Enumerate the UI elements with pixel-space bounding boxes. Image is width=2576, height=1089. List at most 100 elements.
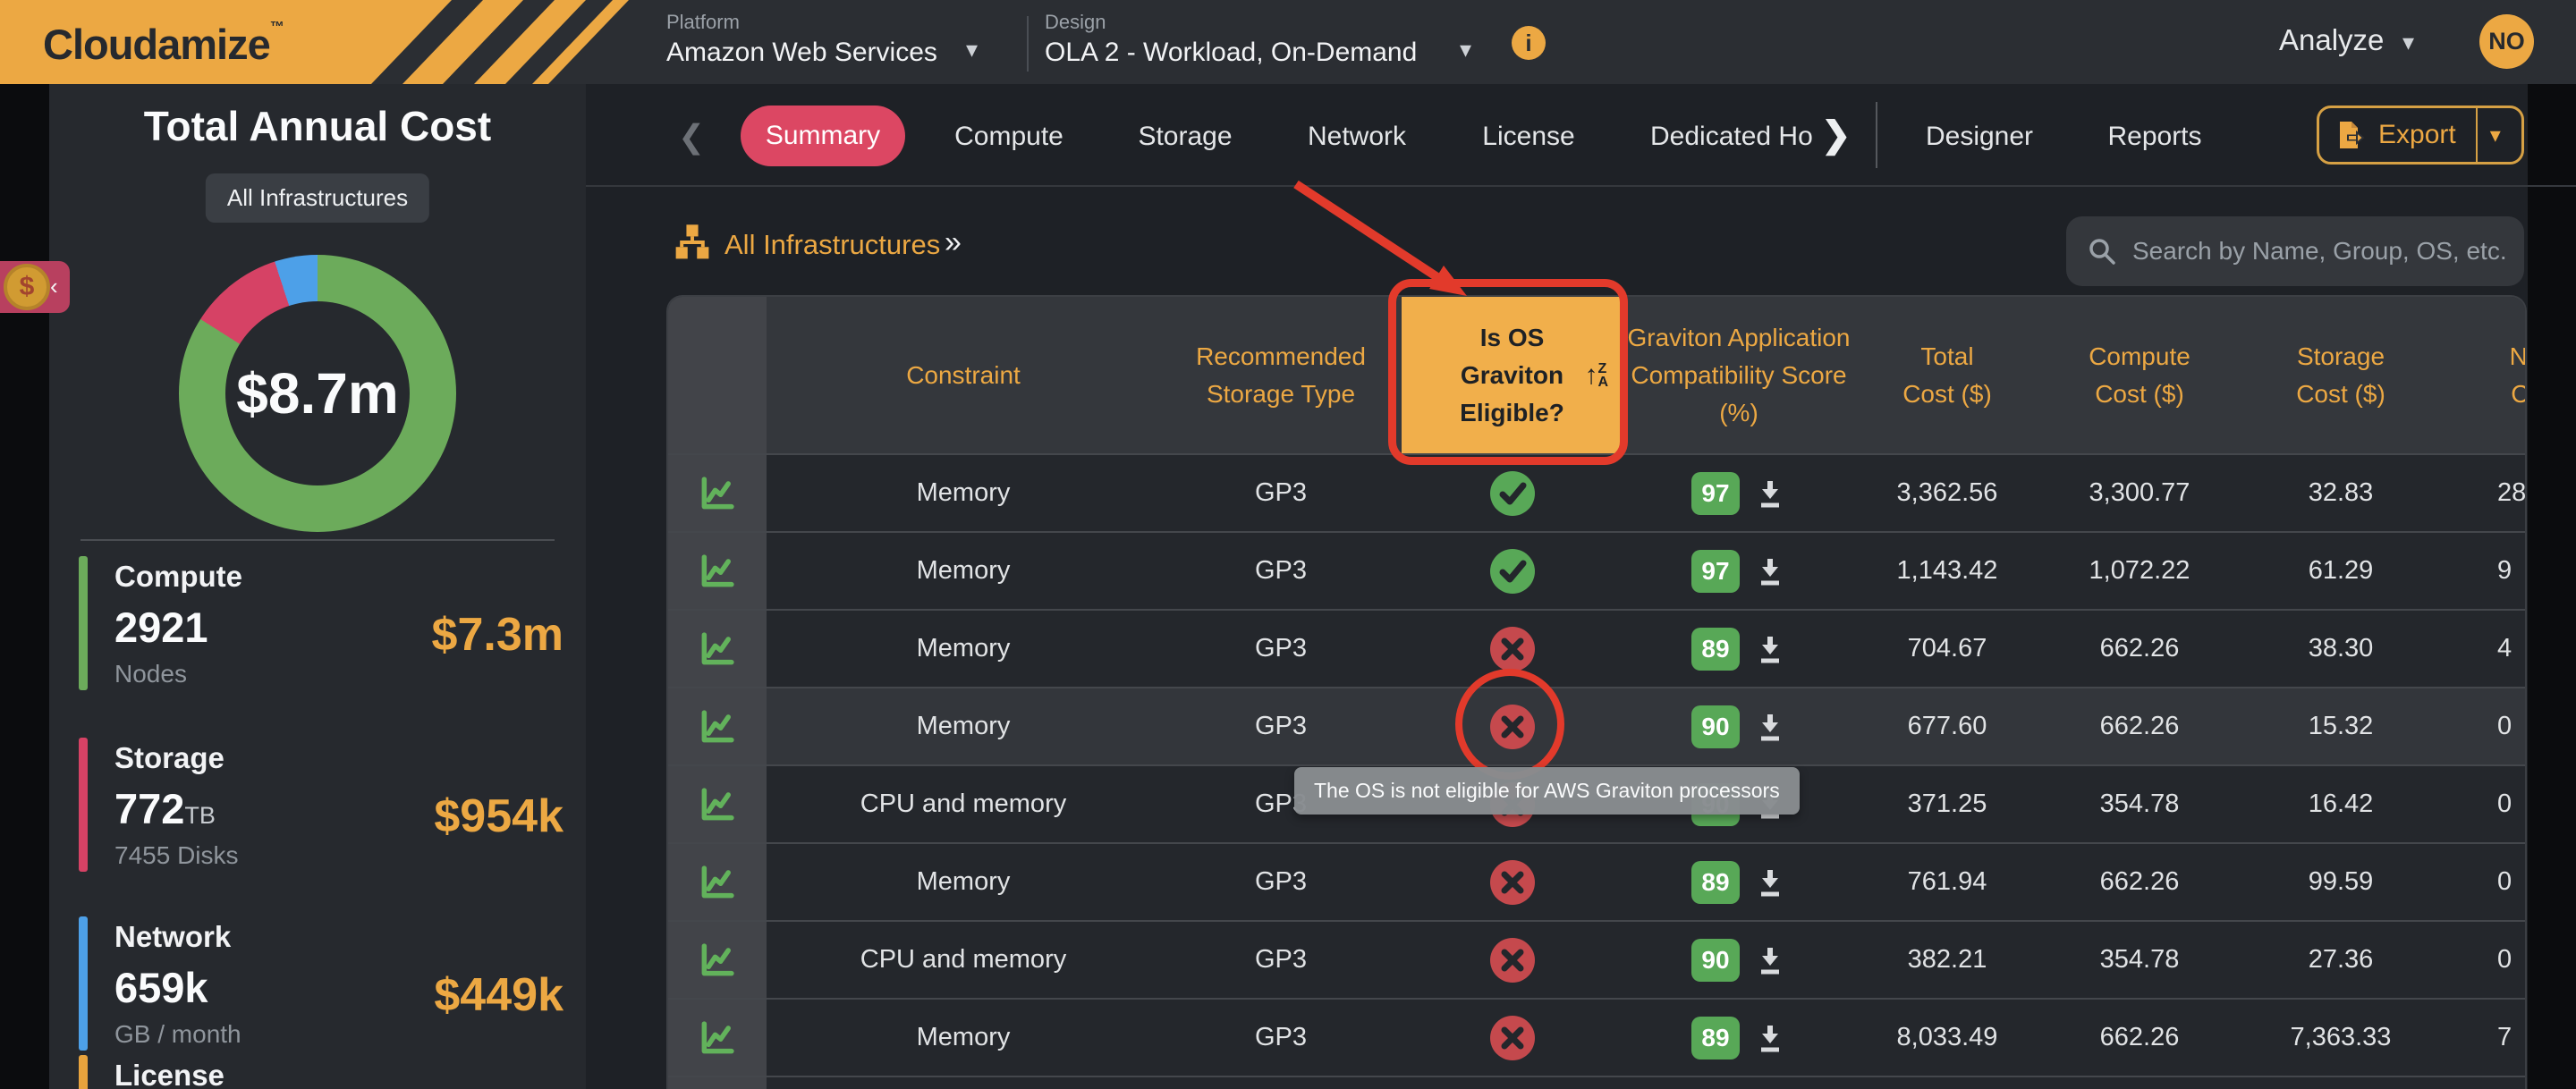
tab-network[interactable]: Network [1307,122,1407,151]
network-value: 659k [114,964,208,1011]
cell-total_cost: 8,033.49 [1858,1000,2037,1076]
download-icon[interactable] [1754,477,1786,510]
download-icon[interactable] [1754,711,1786,743]
design-selector[interactable]: Design OLA 2 - Workload, On-Demand [1045,11,1417,68]
tab-reports[interactable]: Reports [2107,122,2202,151]
score-group: 90 [1691,938,1786,982]
cell-score: 89 [1623,611,1855,687]
tab-compute[interactable]: Compute [954,122,1063,151]
avatar[interactable]: NO [2479,14,2534,69]
cloudamize-logo: Cloudamize™ [0,0,629,84]
cell-score: 90 [1623,688,1855,764]
cell-text-storage_type: GP3 [1254,867,1308,896]
column-header-storage_type[interactable]: Recommended Storage Type [1160,297,1402,453]
cell-network_cost: 0 [2439,688,2525,764]
license-color-bar [79,1055,88,1089]
scope-badge: All Infrastructures [205,173,430,223]
column-header-eligible[interactable]: Is OS Graviton Eligible? ↑ Z A [1402,297,1623,453]
row-chart-icon[interactable] [668,533,767,609]
cell-text-storage_cost: 61.29 [2308,556,2374,585]
column-header-storage_cost[interactable]: Storage Cost ($) [2242,297,2439,453]
cell-total_cost: 382.21 [1858,922,2037,998]
column-header-score[interactable]: Graviton Application Compatibility Score… [1623,297,1855,453]
graviton-eligible-check-icon[interactable] [1402,455,1623,531]
analyze-menu[interactable]: Analyze [2279,23,2385,56]
tab-license[interactable]: License [1482,122,1575,151]
network-subtitle: GB / month [114,1020,242,1048]
cell-storage_cost: 32.83 [2242,455,2439,531]
cell-text-constraint: Memory [916,712,1011,740]
left-gutter [0,84,49,1089]
row-chart-icon[interactable] [668,688,767,764]
graviton-not-eligible-x-icon[interactable] [1402,844,1623,920]
row-chart-icon[interactable] [668,611,767,687]
storage-color-bar [79,738,88,872]
donut-center-value: $8.7m [236,361,399,426]
cell-text-total_cost: 8,033.49 [1896,1023,1998,1051]
graviton-eligible-check-icon[interactable] [1402,533,1623,609]
column-header-compute_cost[interactable]: Compute Cost ($) [2037,297,2242,453]
design-caret-icon[interactable]: ▾ [1460,36,1472,63]
download-icon[interactable] [1754,555,1786,587]
column-header-icon[interactable] [668,297,767,453]
compute-color-bar [79,556,88,690]
cell-constraint: Memory [767,533,1160,609]
analyze-caret-icon[interactable]: ▾ [2402,29,2415,55]
row-chart-icon[interactable] [668,455,767,531]
cell-text-compute_cost: 3,300.77 [2089,478,2190,507]
row-chart-icon[interactable] [668,766,767,842]
cell-text-network_cost: 0 [2497,867,2512,896]
sidebar-section-license: License [49,1055,586,1089]
column-header-label: Storage Cost ($) [2296,342,2385,408]
column-header-constraint[interactable]: Constraint [767,297,1160,453]
license-name: License [114,1059,225,1089]
collapse-chevron-icon: ‹ [50,273,58,300]
column-header-total_cost[interactable]: Total Cost ($) [1858,297,2037,453]
column-header-network_cost[interactable]: Network Cost ($) [2439,297,2525,453]
export-button[interactable]: Export ▾ [2317,106,2524,165]
tab-dedicated-hosts[interactable]: Dedicated Ho [1650,122,1813,151]
download-icon[interactable] [1754,866,1786,899]
breadcrumb-expand-icon[interactable]: » [945,225,962,259]
graviton-not-eligible-x-icon[interactable] [1402,1000,1623,1076]
cell-storage_type: GP3 [1160,455,1402,531]
graviton-not-eligible-x-icon[interactable] [1402,922,1623,998]
download-icon[interactable] [1754,944,1786,976]
row-chart-icon[interactable] [668,922,767,998]
tabs-scroll-forward-icon[interactable]: ❯ [1821,115,1852,155]
cell-text-constraint: Memory [916,634,1011,663]
score-badge: 89 [1691,1016,1740,1059]
tabs-scroll-back-icon[interactable]: ❮ [678,118,706,155]
compute-subtitle: Nodes [114,660,187,688]
row-chart-icon[interactable] [668,844,767,920]
graviton-not-eligible-x-icon[interactable] [1402,688,1623,764]
platform-selector[interactable]: Platform Amazon Web Services [666,11,937,68]
export-caret-icon[interactable]: ▾ [2489,122,2501,148]
storage-value: 772TB [114,785,216,832]
cell-constraint: Memory [767,844,1160,920]
info-icon[interactable]: i [1512,26,1546,60]
cell-text-compute_cost: 662.26 [2099,712,2180,740]
cell-storage_cost: 99.59 [2242,844,2439,920]
row-chart-icon[interactable] [668,1000,767,1076]
cell-text-compute_cost: 662.26 [2099,1023,2180,1051]
cell-storage_type: GP3 [1160,688,1402,764]
breadcrumb[interactable]: All Infrastructures [724,229,941,260]
cell-text-network_cost: 9 [2497,556,2512,585]
logo-background [0,0,452,84]
cell-constraint: CPU and memory [767,922,1160,998]
tab-storage[interactable]: Storage [1138,122,1233,151]
sort-icon[interactable]: ↑ Z A [1584,359,1608,390]
platform-caret-icon[interactable]: ▾ [966,36,979,63]
score-group: 97 [1691,549,1786,593]
download-icon[interactable] [1754,633,1786,665]
cell-text-storage_type: GP3 [1254,556,1308,585]
cell-text-constraint: Memory [916,556,1011,585]
search-input[interactable] [2131,236,2524,266]
tab-summary[interactable]: Summary [741,106,905,166]
cost-panel-toggle[interactable]: $ ‹ [0,261,70,313]
cell-text-total_cost: 704.67 [1907,634,1987,663]
download-icon[interactable] [1754,1022,1786,1054]
tab-designer[interactable]: Designer [1925,122,2034,151]
graviton-not-eligible-x-icon[interactable] [1402,611,1623,687]
